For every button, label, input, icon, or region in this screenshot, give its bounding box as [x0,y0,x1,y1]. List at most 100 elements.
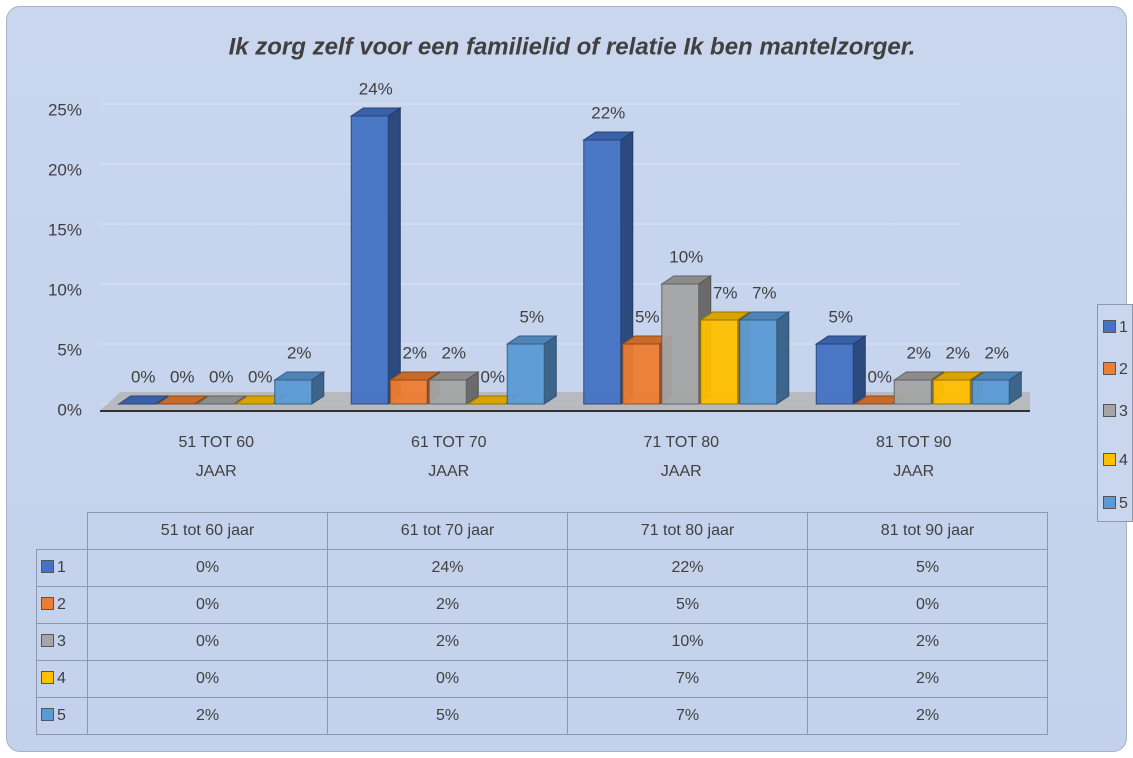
bar [506,343,545,405]
legend-item: 2 [1103,361,1128,379]
bar [622,343,661,405]
legend-label: 1 [1119,319,1128,336]
table-header: 61 tot 70 jaar [327,512,568,550]
bar [583,139,622,405]
bar-side [852,335,866,405]
bar [350,115,389,405]
table-cell: 0% [87,585,328,624]
table-row: 1 0% 24% 22% 5% [36,548,1048,587]
row-label: 4 [57,669,66,687]
table-header: 51 tot 60 jaar [87,512,328,550]
bar-side [543,335,557,405]
legend-item: 4 [1103,452,1128,470]
data-label: 2% [906,343,931,362]
legend-key [1103,496,1116,509]
bar-side [155,395,169,405]
table-cell: 0% [87,622,328,661]
data-table: 51 tot 60 jaar 61 tot 70 jaar 71 tot 80 ja… [36,512,1048,735]
x-tick-label: 71 TOT 80 JAAR [643,434,720,480]
table-cell: 5% [567,585,808,624]
bar [932,379,971,405]
table-row: 5 2% 5% 7% 2% [36,696,1048,735]
legend-label: 2 [1119,361,1128,378]
data-label: 0% [170,367,195,386]
y-tick-label: 20% [48,160,82,179]
data-label: 0% [131,367,156,386]
bar [739,319,778,405]
bar [815,343,854,405]
data-label: 22% [591,103,625,122]
bar [389,379,428,405]
table-cell: 2% [87,696,328,735]
row-label: 1 [57,558,66,576]
table-cell: 24% [327,548,568,587]
legend-key [41,633,54,647]
table-cell: 2% [807,659,1048,698]
y-tick-label: 5% [57,340,82,359]
y-tick-label: 15% [48,220,82,239]
row-label: 2 [57,595,66,613]
table-header-row: 51 tot 60 jaar 61 tot 70 jaar 71 tot 80 ja… [37,512,1048,550]
legend-item: 5 [1103,495,1128,513]
bar [428,379,467,405]
table-row: 2 0% 2% 5% 0% [36,585,1048,624]
data-label: 2% [402,343,427,362]
bar-side [194,395,208,405]
bar-side [387,107,401,405]
bar-side [776,311,790,405]
data-label: 5% [828,307,853,326]
data-label: 7% [752,283,777,302]
table-cell: 7% [567,659,808,698]
legend-label: 4 [1119,452,1128,469]
legend-key [41,707,54,721]
table-header: 71 tot 80 jaar [567,512,808,550]
data-label: 24% [359,79,393,98]
table-header: 81 tot 90 jaar [807,512,1048,550]
y-tick-label: 0% [57,400,82,419]
data-label: 2% [287,343,312,362]
floor [100,392,1030,411]
data-label: 2% [441,343,466,362]
x-tick-label: 51 TOT 60 JAAR [178,434,255,480]
data-label: 10% [669,247,703,266]
table-row-header: 5 [36,696,88,735]
data-label: 5% [635,307,660,326]
table-cell: 0% [87,548,328,587]
table-cell: 2% [807,696,1048,735]
legend-item: 3 [1103,403,1128,421]
bar [893,379,932,405]
table-cell: 2% [327,622,568,661]
data-label: 2% [984,343,1009,362]
x-tick-label: 61 TOT 70 JAAR [410,434,487,480]
table-row-header: 1 [36,548,88,587]
table-row: 3 0% 2% 10% 2% [36,622,1048,661]
table-row-header: 4 [36,659,88,698]
table-cell: 2% [807,622,1048,661]
legend-key [41,559,54,573]
data-label: 7% [713,283,738,302]
data-label: 0% [209,367,234,386]
data-label: 5% [519,307,544,326]
legend-key [1103,404,1116,417]
legend-key [41,670,54,684]
table-cell: 5% [807,548,1048,587]
row-label: 5 [57,706,66,724]
table-cell: 22% [567,548,808,587]
bar [971,379,1010,405]
data-label: 2% [945,343,970,362]
bar-side [233,395,247,405]
data-label: 0% [480,367,505,386]
table-row-header: 3 [36,622,88,661]
chart-title: Ik zorg zelf voor een familielid of rela… [229,33,916,60]
legend-label: 3 [1119,403,1128,420]
bar [700,319,739,405]
bar [661,283,700,405]
y-tick-label: 25% [48,100,82,119]
legend: 1 2 3 4 5 [1097,304,1133,522]
legend-key [41,596,54,610]
x-tick-label: 81 TOT 90 JAAR [875,434,952,480]
table-cell: 7% [567,696,808,735]
data-label: 0% [248,367,273,386]
